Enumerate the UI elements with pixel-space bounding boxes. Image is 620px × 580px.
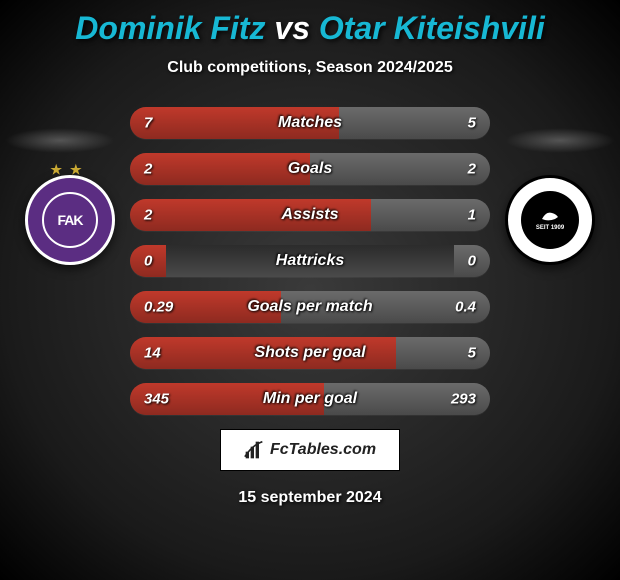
stat-bar-right <box>310 153 490 185</box>
stat-value-right: 2 <box>468 161 476 178</box>
subtitle: Club competitions, Season 2024/2025 <box>0 59 620 77</box>
stat-value-left: 7 <box>144 115 152 132</box>
stat-value-right: 0.4 <box>455 299 476 316</box>
stat-label: Matches <box>278 114 342 132</box>
badge-shadow-left <box>5 128 115 153</box>
stat-bar-left <box>130 153 310 185</box>
stat-label: Shots per goal <box>254 344 365 362</box>
stats-container: 7 5 Matches 2 2 Goals 2 1 Assists 0 0 Hattricks 0.29… <box>130 107 490 415</box>
badge-left-label: FAK <box>42 192 98 248</box>
stat-label: Goals per match <box>247 298 372 316</box>
stat-value-right: 0 <box>468 253 476 270</box>
stat-row: 14 5 Shots per goal <box>130 337 490 369</box>
stat-row: 345 293 Min per goal <box>130 383 490 415</box>
stat-row: 2 2 Goals <box>130 153 490 185</box>
player2-name: Otar Kiteishvili <box>319 10 545 46</box>
fctables-logo: FcTables.com <box>220 429 400 471</box>
fctables-text: FcTables.com <box>270 441 376 459</box>
stat-label: Min per goal <box>263 390 357 408</box>
stat-value-right: 293 <box>451 391 476 408</box>
comparison-title: Dominik Fitz vs Otar Kiteishvili <box>0 0 620 47</box>
panther-icon <box>540 209 560 223</box>
badge-right-inner: SEIT 1909 <box>521 191 579 249</box>
stat-row: 0.29 0.4 Goals per match <box>130 291 490 323</box>
stat-value-right: 1 <box>468 207 476 224</box>
badge-shadow-right <box>505 128 615 153</box>
stat-row: 0 0 Hattricks <box>130 245 490 277</box>
stat-value-left: 14 <box>144 345 161 362</box>
stat-value-right: 5 <box>468 345 476 362</box>
stat-value-left: 2 <box>144 161 152 178</box>
date-text: 15 september 2024 <box>0 489 620 507</box>
club-badge-left: ★★ FAK <box>25 175 115 265</box>
stat-label: Assists <box>282 206 339 224</box>
chart-bars-icon <box>244 440 264 460</box>
stat-value-left: 345 <box>144 391 169 408</box>
badge-right-since: SEIT 1909 <box>536 225 564 231</box>
badge-stars-icon: ★★ <box>50 162 89 178</box>
stat-row: 2 1 Assists <box>130 199 490 231</box>
stat-row: 7 5 Matches <box>130 107 490 139</box>
stat-label: Goals <box>288 160 332 178</box>
stat-value-left: 0 <box>144 253 152 270</box>
stat-value-left: 0.29 <box>144 299 173 316</box>
player1-name: Dominik Fitz <box>75 10 265 46</box>
club-badge-right: SEIT 1909 <box>505 175 595 265</box>
vs-text: vs <box>274 10 310 46</box>
stat-value-right: 5 <box>468 115 476 132</box>
stat-label: Hattricks <box>276 252 344 270</box>
stat-value-left: 2 <box>144 207 152 224</box>
